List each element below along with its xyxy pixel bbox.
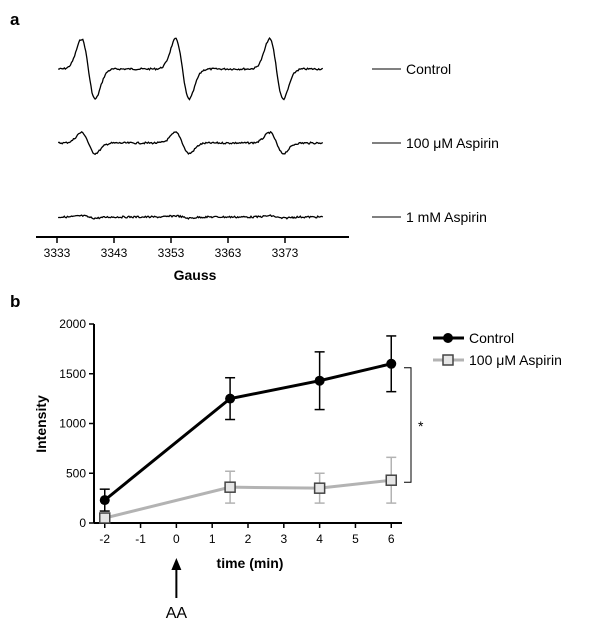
x-tick-label: 3373 <box>272 246 299 260</box>
epr-traces <box>57 36 324 220</box>
data-point <box>99 495 110 506</box>
legend-label-aspirin: 100 μM Aspirin <box>469 352 562 368</box>
significance-asterisk: * <box>418 418 424 434</box>
y-tick-label: 2000 <box>59 317 86 331</box>
x-tick-label: 3353 <box>158 246 185 260</box>
series-control <box>99 335 397 512</box>
x-tick-label: 0 <box>173 532 180 546</box>
x-tick-label: 5 <box>352 532 359 546</box>
epr-trace <box>57 214 324 220</box>
legend-label: 1 mM Aspirin <box>406 209 487 225</box>
aa-label: AA <box>166 605 188 622</box>
y-tick-label: 1000 <box>59 417 86 431</box>
x-tick-label: 3363 <box>215 246 242 260</box>
data-point <box>225 393 236 404</box>
x-tick-label: 4 <box>316 532 323 546</box>
y-tick-label: 1500 <box>59 367 86 381</box>
data-point <box>224 481 236 493</box>
panel-b-axes: 0 500 1000 1500 2000 -2 -1 0 1 2 3 4 5 6 <box>59 317 402 546</box>
x-tick-label: -1 <box>135 532 146 546</box>
panel-a: a Control 100 μM Aspirin 1 mM Aspirin 3333… <box>10 10 499 283</box>
series-aspirin <box>98 456 398 524</box>
epr-trace <box>58 36 324 101</box>
panel-a-legend: Control 100 μM Aspirin 1 mM Aspirin <box>372 61 499 225</box>
bracket <box>404 367 412 483</box>
legend-marker-control <box>443 333 453 343</box>
panel-b-label: b <box>10 292 20 311</box>
legend-label-control: Control <box>469 330 514 346</box>
x-tick-label: -2 <box>99 532 110 546</box>
panel-a-label: a <box>10 10 20 29</box>
y-tick-label: 0 <box>79 516 86 530</box>
series-line <box>103 362 392 502</box>
data-point <box>385 474 398 486</box>
series-line <box>104 478 392 520</box>
significance-bracket: * <box>404 367 424 483</box>
data-point <box>98 512 111 524</box>
legend-label: 100 μM Aspirin <box>406 135 499 151</box>
panel-a-x-axis-title: Gauss <box>174 267 217 283</box>
legend-marker-aspirin <box>442 354 454 366</box>
panel-b-series <box>98 335 398 524</box>
data-point <box>386 358 397 369</box>
panel-a-x-ticks: 3333 3343 3353 3363 3373 <box>44 237 299 260</box>
x-tick-label: 6 <box>388 532 395 546</box>
panel-b-legend: Control 100 μM Aspirin <box>433 330 562 368</box>
data-point <box>313 482 326 494</box>
x-tick-label: 3 <box>280 532 287 546</box>
x-tick-label: 3333 <box>44 246 71 260</box>
epr-trace <box>57 130 324 156</box>
y-tick-label: 500 <box>66 466 86 480</box>
panel-b-y-axis-title: Intensity <box>33 395 49 453</box>
legend-label: Control <box>406 61 451 77</box>
panel-b-x-axis-title: time (min) <box>217 555 284 571</box>
aa-annotation: AA <box>166 558 188 622</box>
arrow-head-icon <box>171 558 182 570</box>
panel-b: b 0 500 1000 1500 2000 -2 -1 0 1 2 3 4 5 6 Control 100… <box>10 292 562 622</box>
x-tick-label: 3343 <box>101 246 128 260</box>
x-tick-label: 1 <box>209 532 216 546</box>
data-point <box>314 375 325 386</box>
x-tick-label: 2 <box>245 532 252 546</box>
